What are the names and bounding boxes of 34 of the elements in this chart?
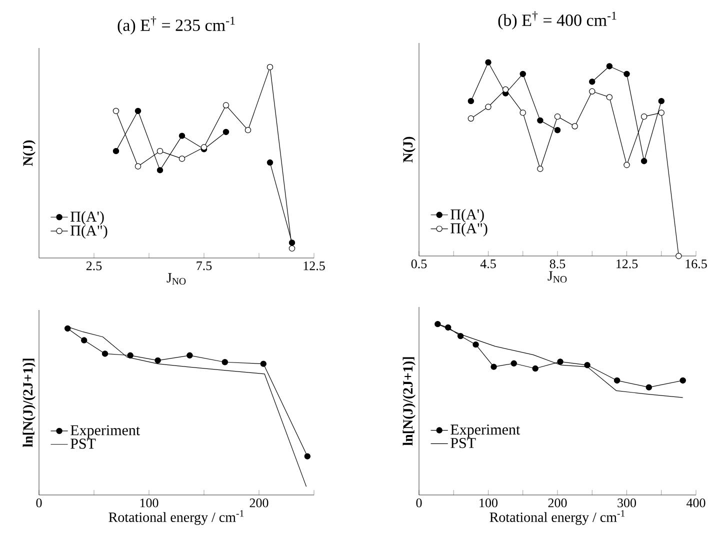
chart-title: (a) E$^{†}$ = 235 cm$^{-1}$ [118, 16, 235, 34]
x-tick-label: 200 [548, 498, 567, 508]
x-tick-label: 100 [140, 498, 158, 508]
chart-title: (b) E$^{†}$ = 400 cm$^{-1}$ [498, 11, 616, 30]
x-axis-title: Rotational energy / cm$^{-1}$ [490, 510, 625, 525]
x-tick-label: 7.5 [196, 262, 212, 270]
legend-label: Π(A') [450, 208, 484, 223]
legend-label: PST [70, 438, 96, 449]
legend-label: Π(A") [450, 222, 488, 236]
x-tick-label: 8.5 [550, 260, 566, 268]
x-tick-label: 0 [36, 498, 42, 508]
x-tick-label: 300 [618, 498, 636, 508]
x-tick-label: 0.5 [411, 260, 427, 268]
x-tick-label: 12.5 [304, 262, 325, 270]
y-axis-title: ln[N(J)/(2J+1)] [22, 358, 36, 448]
x-tick-label: 0 [416, 498, 422, 508]
y-axis-title: N(J) [402, 136, 416, 162]
y-axis-title: ln[N(J)/(2J+1)] [402, 357, 416, 446]
legend-label: PST [450, 438, 476, 448]
x-axis-title: J$_{NO}$ [166, 273, 186, 285]
x-tick-label: 100 [480, 498, 498, 508]
legend-label: Experiment [70, 425, 140, 438]
legend-label: Experiment [450, 424, 520, 438]
y-axis-title: N(J) [22, 140, 36, 166]
legend-label: Π(A') [70, 211, 104, 225]
x-axis-title: J$_{NO}$ [548, 271, 567, 283]
x-tick-label: 4.5 [480, 260, 496, 268]
x-tick-label: 2.5 [86, 262, 102, 270]
x-tick-label: 12.5 [616, 260, 638, 268]
x-tick-label: 200 [250, 498, 268, 508]
x-axis-title: Rotational energy / cm$^{-1}$ [108, 510, 244, 525]
x-tick-label: 16.5 [686, 260, 707, 268]
x-tick-label: 400 [686, 498, 706, 508]
legend-label: Π(A") [70, 225, 108, 239]
